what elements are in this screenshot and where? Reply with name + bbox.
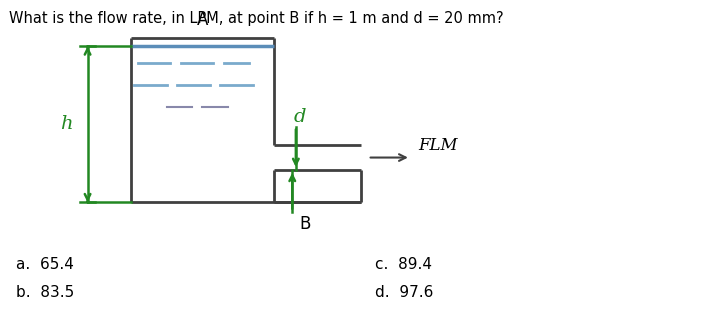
Text: d.  97.6: d. 97.6 [375,285,433,300]
Text: h: h [60,115,72,133]
Text: FLM: FLM [418,137,457,154]
Text: A: A [197,11,208,29]
Text: d: d [293,108,306,126]
Text: a.  65.4: a. 65.4 [16,257,74,272]
Text: What is the flow rate, in LPM, at point B if h = 1 m and d = 20 mm?: What is the flow rate, in LPM, at point … [9,11,503,26]
Text: b.  83.5: b. 83.5 [16,285,74,300]
Text: c.  89.4: c. 89.4 [375,257,432,272]
Text: B: B [299,215,311,233]
